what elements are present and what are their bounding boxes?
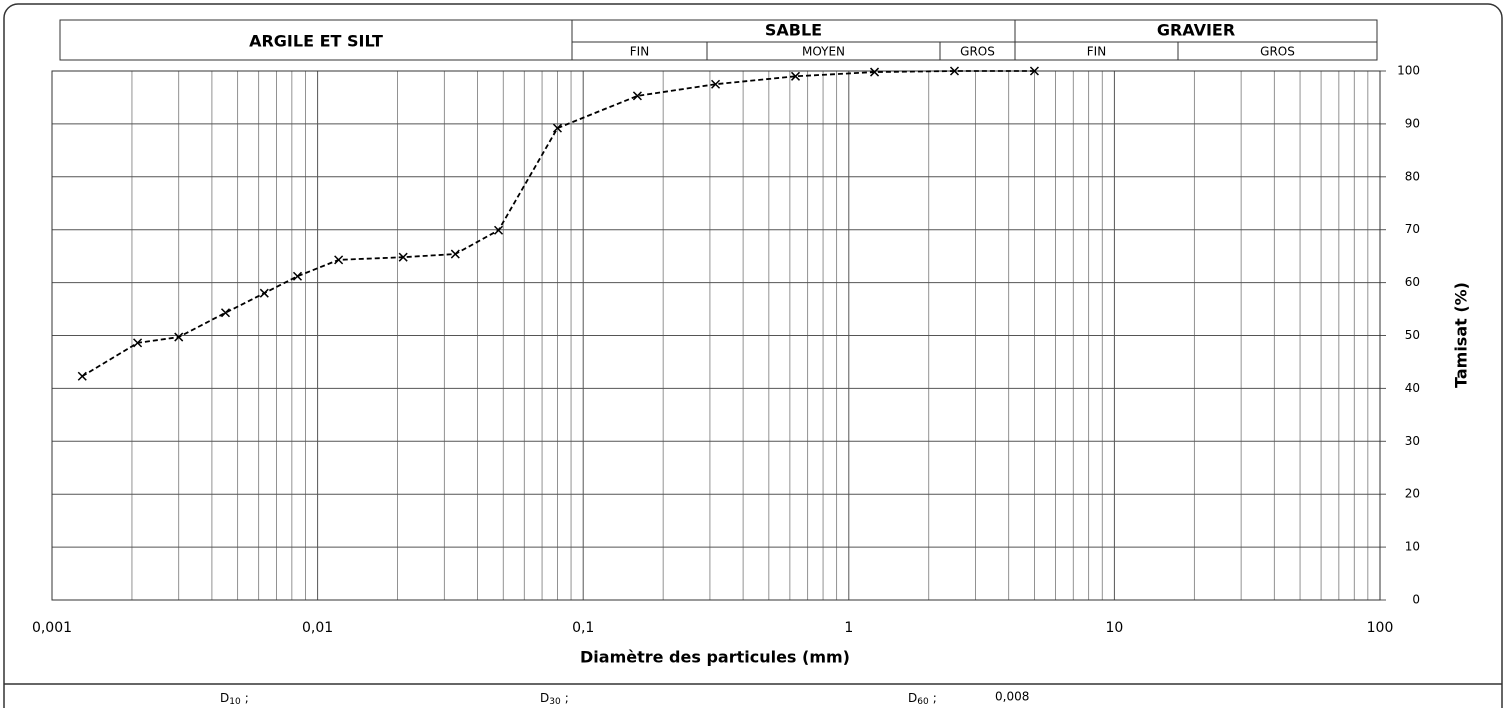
zone-label: ARGILE ET SILT — [249, 32, 383, 51]
symbol: D — [540, 691, 549, 705]
subscript: 10 — [229, 697, 241, 707]
data-point — [711, 79, 721, 89]
subzone-label: MOYEN — [802, 45, 845, 59]
separator: ; — [933, 691, 937, 705]
subscript: 30 — [549, 697, 561, 707]
data-point — [220, 308, 231, 318]
y-tick-label: 70 — [1405, 222, 1420, 236]
y-tick-label: 80 — [1405, 169, 1420, 183]
subzone-label: GROS — [960, 45, 995, 59]
footer-value: 0,008 — [995, 690, 1029, 704]
data-point — [450, 249, 460, 259]
y-tick-label: 10 — [1405, 540, 1420, 554]
data-point — [133, 338, 143, 348]
y-tick-label: 50 — [1405, 328, 1420, 342]
plot-border — [51, 70, 1381, 601]
y-tick-label: 90 — [1405, 116, 1420, 130]
y-tick-label: 30 — [1405, 434, 1420, 448]
y-tick-label: 20 — [1405, 487, 1420, 501]
data-point — [790, 71, 801, 81]
data-point — [494, 225, 504, 235]
x-tick-label: 0,01 — [302, 620, 333, 636]
data-point — [1029, 66, 1039, 76]
data-point — [949, 66, 960, 76]
x-axis-label: Diamètre des particules (mm) — [580, 648, 850, 667]
symbol: D — [220, 691, 229, 705]
data-point — [77, 371, 87, 381]
subscript: 60 — [917, 697, 929, 707]
x-tick-label: 0,001 — [32, 620, 72, 636]
y-axis-label: Tamisat (%) — [1452, 282, 1471, 388]
subzone-label: FIN — [1087, 45, 1106, 59]
data-point — [174, 332, 184, 342]
subzone-label: FIN — [630, 45, 649, 59]
data-point — [870, 67, 880, 77]
y-tick-label: 100 — [1397, 64, 1420, 78]
zone-cell — [1014, 19, 1378, 61]
x-tick-label: 10 — [1105, 620, 1123, 636]
x-tick-label: 100 — [1367, 620, 1394, 636]
data-point — [552, 123, 562, 133]
symbol: D — [908, 691, 917, 705]
footer-item: D30; — [540, 691, 569, 707]
separator: ; — [245, 691, 249, 705]
footer-item: D60; — [908, 691, 937, 707]
data-point — [398, 252, 408, 262]
data-point — [259, 288, 269, 298]
data-point — [632, 91, 642, 101]
y-tick-label: 60 — [1405, 275, 1420, 289]
footer-item: D10; — [220, 691, 249, 707]
zone-label: SABLE — [765, 21, 822, 40]
y-tick-label: 40 — [1405, 381, 1420, 395]
data-line — [81, 70, 1035, 378]
zone-label: GRAVIER — [1157, 21, 1235, 40]
frame — [3, 3, 1503, 712]
x-tick-label: 0,1 — [572, 620, 594, 636]
data-point — [334, 255, 344, 265]
data-point — [292, 271, 303, 281]
subzone-label: GROS — [1260, 45, 1295, 59]
separator: ; — [565, 691, 569, 705]
y-tick-label: 0 — [1412, 593, 1420, 607]
x-tick-label: 1 — [844, 620, 853, 636]
